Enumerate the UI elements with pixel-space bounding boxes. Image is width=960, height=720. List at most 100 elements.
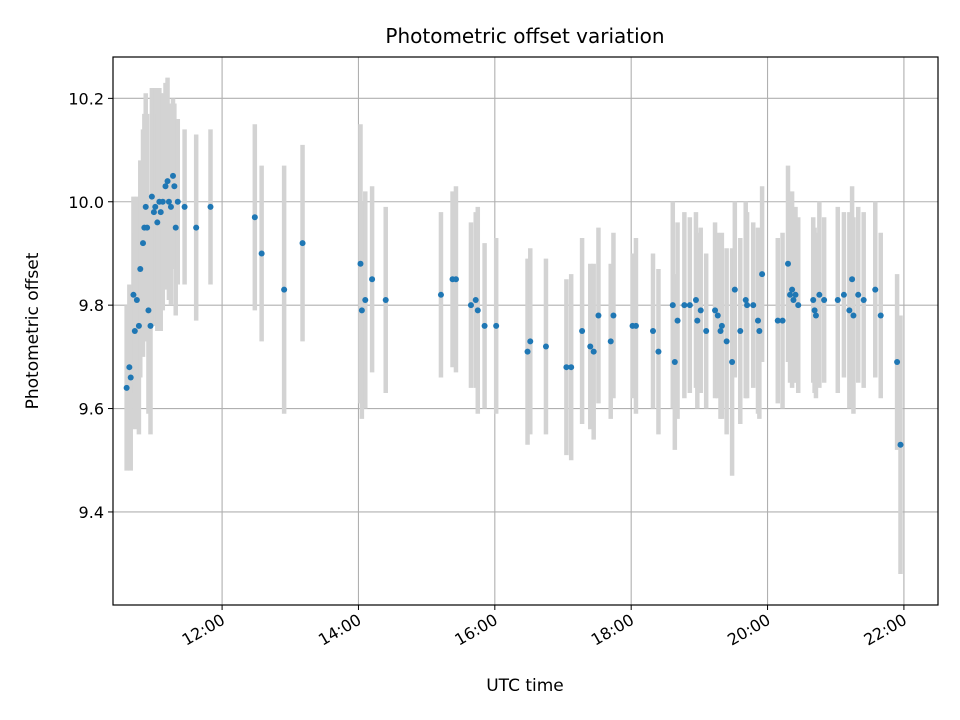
y-axis-title: Photometric offset — [23, 252, 43, 409]
y-tick-label: 9.8 — [79, 296, 104, 315]
data-point — [472, 296, 479, 303]
data-point — [610, 312, 617, 319]
data-point — [812, 312, 819, 319]
data-point — [171, 183, 178, 190]
chart-title: Photometric offset variation — [385, 24, 664, 48]
data-point — [744, 302, 751, 309]
data-point — [671, 359, 678, 366]
data-point — [144, 224, 151, 231]
data-point — [737, 328, 744, 334]
data-point — [816, 291, 823, 298]
data-point — [123, 384, 130, 391]
data-point — [150, 209, 157, 216]
data-point — [877, 312, 884, 319]
data-point — [846, 307, 853, 314]
data-point — [165, 198, 172, 205]
data-point — [467, 302, 474, 309]
plot-area-frame — [112, 56, 939, 606]
x-axis-title: UTC time — [486, 676, 564, 696]
data-point — [382, 296, 389, 303]
data-point — [742, 296, 749, 303]
data-point — [860, 296, 867, 303]
data-point — [681, 302, 688, 309]
data-point — [362, 296, 369, 303]
data-point — [703, 328, 710, 334]
data-point — [207, 203, 214, 210]
data-point — [840, 291, 847, 298]
data-point — [674, 317, 681, 324]
data-point — [785, 260, 791, 267]
data-point — [774, 317, 781, 324]
data-point — [162, 183, 169, 190]
data-point — [474, 307, 481, 314]
data-point — [607, 338, 614, 345]
data-point — [131, 328, 138, 334]
data-point — [731, 286, 738, 293]
data-point — [493, 322, 500, 329]
data-point — [650, 328, 656, 334]
data-point — [729, 359, 736, 366]
data-point — [750, 302, 757, 309]
data-point — [157, 209, 164, 216]
data-point — [148, 193, 155, 200]
y-tick-label: 9.4 — [79, 503, 104, 522]
data-point — [712, 307, 719, 314]
data-point — [755, 317, 761, 324]
data-point — [790, 296, 797, 303]
data-point — [137, 265, 144, 272]
data-points — [123, 172, 904, 448]
data-point — [145, 307, 152, 314]
y-tick-label: 9.6 — [79, 400, 104, 419]
data-point — [787, 291, 794, 298]
data-point — [167, 203, 174, 210]
data-point — [437, 291, 444, 298]
data-point — [717, 328, 724, 334]
data-point — [669, 302, 676, 309]
data-point — [595, 312, 602, 319]
data-point — [358, 307, 365, 314]
data-point — [142, 203, 149, 210]
data-point — [258, 250, 265, 257]
y-axis: 9.4 9.6 9.8 10.0 10.2 — [68, 89, 113, 522]
data-point — [152, 203, 159, 210]
data-point — [181, 203, 188, 210]
data-point — [897, 441, 904, 448]
data-point — [140, 240, 146, 247]
data-point — [655, 348, 662, 355]
data-point — [810, 296, 817, 303]
data-point — [821, 296, 828, 303]
data-point — [147, 322, 154, 329]
data-point — [170, 172, 176, 179]
data-point — [697, 307, 704, 314]
data-point — [718, 322, 725, 329]
data-point — [154, 219, 161, 226]
data-point — [130, 291, 137, 298]
data-point — [127, 374, 134, 381]
data-point — [159, 198, 166, 205]
data-point — [834, 296, 841, 303]
data-point — [251, 214, 258, 221]
data-point — [281, 286, 288, 293]
data-point — [357, 260, 364, 267]
data-point — [481, 322, 488, 329]
data-point — [579, 328, 586, 334]
data-point — [811, 307, 818, 314]
data-point — [692, 296, 699, 303]
data-point — [126, 364, 133, 371]
data-point — [568, 364, 575, 371]
data-point — [714, 312, 721, 319]
data-point — [632, 322, 639, 329]
data-point — [527, 338, 534, 345]
data-point — [164, 178, 171, 185]
data-point — [792, 291, 799, 298]
data-point — [587, 343, 594, 350]
y-tick-label: 10.2 — [68, 89, 104, 108]
data-point — [723, 338, 730, 345]
data-point — [135, 322, 142, 329]
data-point — [299, 240, 306, 247]
data-point — [855, 291, 862, 298]
data-point — [849, 276, 856, 283]
data-point — [694, 317, 701, 324]
data-point — [894, 359, 901, 366]
